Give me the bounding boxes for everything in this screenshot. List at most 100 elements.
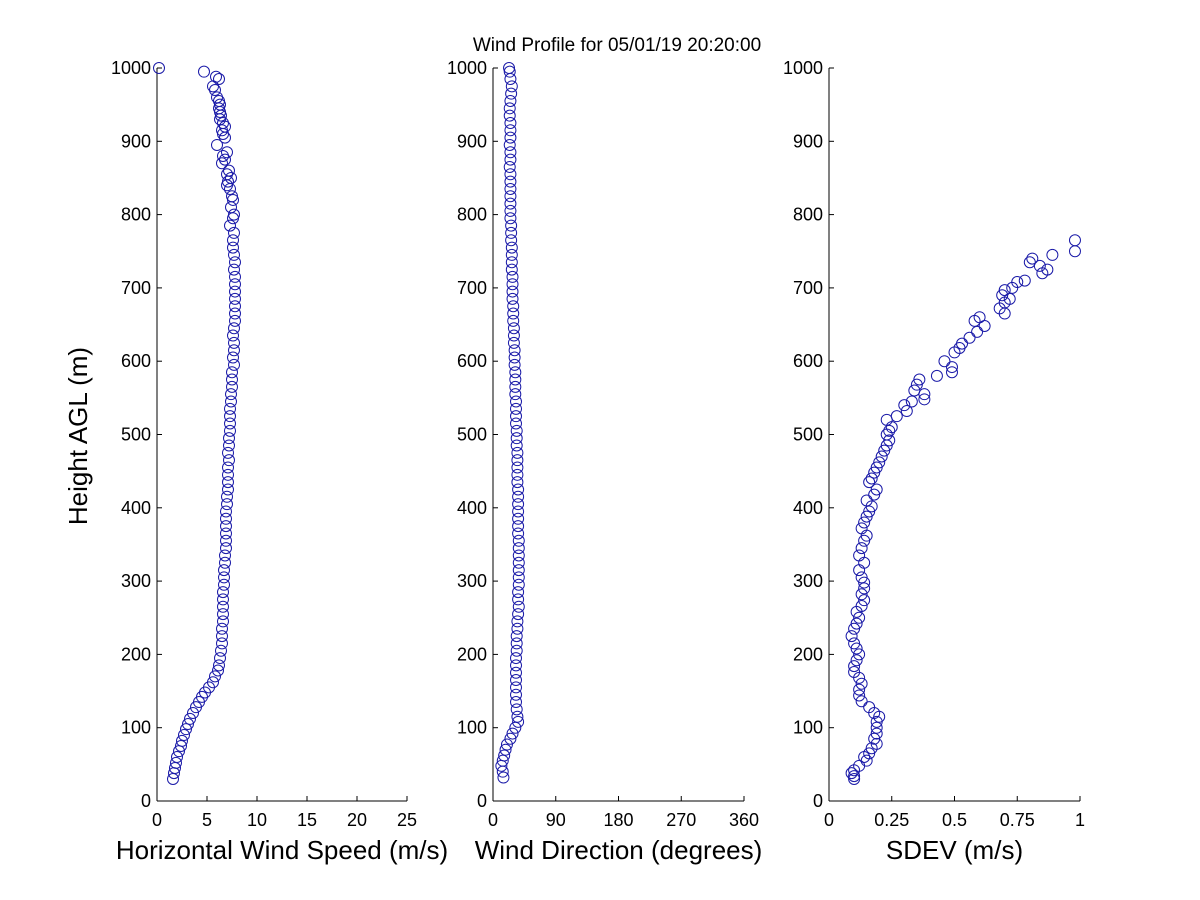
- direction-data-point: [507, 314, 520, 327]
- direction-data-point: [512, 593, 525, 606]
- speed-data-point: [224, 424, 236, 437]
- speed-data-point: [224, 410, 236, 423]
- sdev-data-point: [978, 320, 991, 333]
- direction-data-point: [505, 248, 518, 261]
- sdev-x-tick-label: 0.5: [942, 810, 967, 830]
- direction-data-point: [511, 622, 524, 635]
- sdev-data-point: [853, 671, 866, 684]
- speed-data-point: [229, 307, 241, 320]
- direction-data-point: [504, 197, 517, 210]
- sdev-data-point: [855, 542, 868, 555]
- direction-data-point: [500, 738, 513, 751]
- direction-data-point: [507, 336, 520, 349]
- speed-y-tick-label: 700: [121, 278, 151, 298]
- speed-data-point: [224, 417, 236, 430]
- sdev-data-point: [868, 466, 881, 479]
- sdev-x-tick-label: 0.25: [874, 810, 909, 830]
- speed-data-point: [220, 505, 232, 518]
- sdev-data-point: [883, 424, 896, 437]
- sdev-data-point: [1006, 281, 1019, 294]
- sdev-y-tick-label: 1000: [783, 58, 823, 78]
- speed-data-point: [218, 578, 230, 591]
- direction-data-point: [507, 329, 520, 342]
- sdev-data-point: [858, 582, 871, 595]
- direction-data-point: [510, 666, 523, 679]
- sdev-data-point: [998, 307, 1011, 320]
- sdev-data-point: [938, 355, 951, 368]
- speed-data-point: [221, 146, 233, 159]
- speed-data-point: [217, 600, 229, 613]
- speed-data-point: [216, 124, 228, 137]
- speed-data-point: [225, 395, 237, 408]
- direction-data-point: [510, 644, 523, 657]
- sdev-y-tick-label: 300: [793, 571, 823, 591]
- direction-data-point: [510, 424, 523, 437]
- direction-data-point: [503, 160, 516, 173]
- direction-data-point: [511, 454, 524, 467]
- speed-data-point: [216, 637, 228, 650]
- direction-data-point: [512, 520, 525, 533]
- speed-data-point: [223, 439, 235, 452]
- sdev-data-point: [848, 764, 861, 777]
- speed-data-point: [213, 102, 225, 115]
- speed-y-tick-label: 1000: [111, 58, 151, 78]
- direction-data-point: [505, 226, 518, 239]
- speed-x-tick-label: 5: [202, 810, 212, 830]
- direction-data-point: [512, 483, 525, 496]
- direction-data-point: [510, 432, 523, 445]
- direction-data-point: [510, 688, 523, 701]
- sdev-data-point: [858, 751, 871, 764]
- speed-y-tick-label: 600: [121, 351, 151, 371]
- speed-data-point: [227, 329, 239, 342]
- sdev-data-point: [848, 770, 861, 783]
- speed-data-point: [227, 351, 239, 364]
- sdev-data-point: [963, 331, 976, 344]
- speed-data-point: [222, 446, 234, 459]
- speed-data-point: [226, 190, 238, 203]
- sdev-data-point: [1026, 252, 1039, 265]
- direction-data-point: [507, 300, 520, 313]
- speed-y-tick-label: 300: [121, 571, 151, 591]
- speed-data-point: [221, 498, 233, 511]
- sdev-data-point: [880, 428, 893, 441]
- sdev-data-point: [845, 630, 858, 643]
- speed-data-point: [228, 344, 240, 357]
- sdev-data-point: [860, 754, 873, 767]
- sdev-x-axis-label: SDEV (m/s): [886, 835, 1023, 865]
- y-axis-label: Height AGL (m): [63, 347, 93, 525]
- speed-y-tick-label: 500: [121, 425, 151, 445]
- sdev-data-point: [1036, 267, 1049, 280]
- direction-data-point: [512, 715, 525, 728]
- sdev-data-point: [863, 476, 876, 489]
- speed-data-point: [222, 461, 234, 474]
- sdev-data-point: [858, 594, 871, 607]
- speed-data-point: [190, 701, 202, 714]
- speed-data-point: [219, 120, 231, 133]
- direction-x-tick-label: 180: [603, 810, 633, 830]
- sdev-y-tick-label: 0: [813, 791, 823, 811]
- sdev-data-point: [850, 642, 863, 655]
- speed-data-point: [229, 285, 241, 298]
- speed-data-point: [217, 593, 229, 606]
- speed-data-point: [226, 380, 238, 393]
- speed-data-point: [215, 644, 227, 657]
- speed-data-point: [220, 520, 232, 533]
- sdev-data-point: [948, 346, 961, 359]
- speed-data-point: [222, 175, 234, 188]
- sdev-data-point: [870, 721, 883, 734]
- direction-data-point: [505, 241, 518, 254]
- speed-data-point: [226, 373, 238, 386]
- speed-data-point: [216, 622, 228, 635]
- speed-data-point: [219, 131, 231, 144]
- direction-data-point: [504, 153, 517, 166]
- direction-data-point: [503, 65, 516, 78]
- sdev-data-point: [858, 534, 871, 547]
- speed-data-point: [198, 65, 210, 78]
- sdev-data-point: [996, 289, 1009, 302]
- speed-data-point: [220, 542, 232, 555]
- speed-x-tick-label: 15: [297, 810, 317, 830]
- speed-y-tick-label: 800: [121, 205, 151, 225]
- direction-data-point: [504, 204, 517, 217]
- direction-data-point: [512, 571, 525, 584]
- sdev-y-tick-label: 200: [793, 644, 823, 664]
